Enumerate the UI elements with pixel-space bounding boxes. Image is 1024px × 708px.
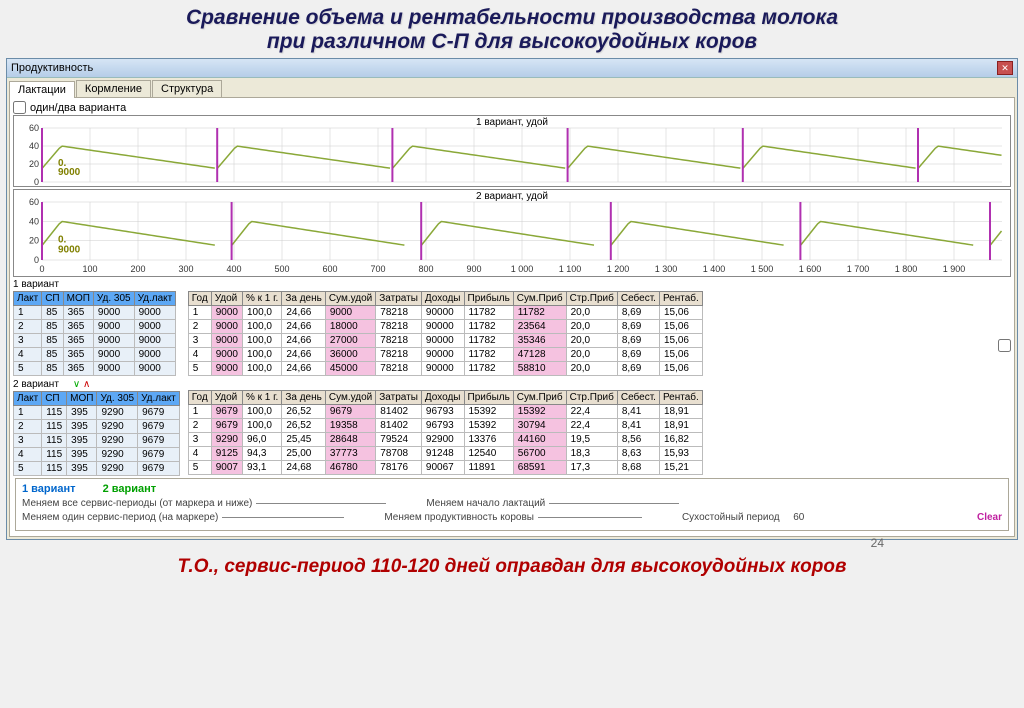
svg-text:1 800: 1 800 xyxy=(895,264,918,274)
chart-variant-2: 2 вариант, удой 020406001002003004005006… xyxy=(13,189,1011,277)
svg-text:1 900: 1 900 xyxy=(943,264,966,274)
window-title: Продуктивность xyxy=(11,62,93,74)
extra-checkbox[interactable] xyxy=(998,339,1011,352)
svg-text:200: 200 xyxy=(130,264,145,274)
variant1-label: 1 вариант xyxy=(13,279,180,290)
results-table-2: ГодУдой% к 1 г.За деньСум.удойЗатратыДох… xyxy=(188,390,703,475)
svg-text:20: 20 xyxy=(29,159,39,169)
svg-text:1 400: 1 400 xyxy=(703,264,726,274)
svg-text:600: 600 xyxy=(322,264,337,274)
svg-text:300: 300 xyxy=(178,264,193,274)
tab-feeding[interactable]: Кормление xyxy=(76,80,151,97)
chart2-title: 2 вариант, удой xyxy=(476,191,548,202)
variant2-table: ЛактСПМОПУд. 305Уд.лакт11153959290967921… xyxy=(13,391,180,476)
svg-text:900: 900 xyxy=(466,264,481,274)
one-two-variants-checkbox[interactable] xyxy=(13,101,26,114)
ctrl-productivity: Меняем продуктивность коровы xyxy=(384,512,534,523)
svg-text:0: 0 xyxy=(34,177,39,186)
dry-period-label: Сухостойный период xyxy=(682,512,780,523)
results-table-1: ГодУдой% к 1 г.За деньСум.удойЗатратыДох… xyxy=(188,291,703,376)
svg-text:1 700: 1 700 xyxy=(847,264,870,274)
chart-variant-1: 1 вариант, удой 02040600.9000 xyxy=(13,115,1011,187)
svg-text:0: 0 xyxy=(39,264,44,274)
arrow-up-icon[interactable]: ∧ xyxy=(83,379,90,390)
app-window: Продуктивность ✕ Лактации Кормление Стру… xyxy=(6,58,1018,540)
titlebar: Продуктивность ✕ xyxy=(7,59,1017,78)
tab-content: один/два варианта 1 вариант, удой 0 20 40 6… xyxy=(9,97,1015,537)
footer-v2-label: 2 вариант xyxy=(103,483,157,495)
variant1-table: ЛактСПМОПУд. 305Уд.лакт18536590009000285… xyxy=(13,291,176,376)
input-line[interactable] xyxy=(222,517,344,518)
clear-button[interactable]: Clear xyxy=(977,512,1002,523)
chart1-title: 1 вариант, удой xyxy=(476,117,548,128)
slide-title: Сравнение объема и рентабельности произв… xyxy=(0,0,1024,58)
svg-text:500: 500 xyxy=(274,264,289,274)
tables-area: 1 вариант ЛактСПМОПУд. 305Уд.лакт1853659… xyxy=(13,279,1011,476)
svg-text:1 600: 1 600 xyxy=(799,264,822,274)
svg-text:40: 40 xyxy=(29,216,39,226)
svg-text:9000: 9000 xyxy=(58,244,81,255)
conclusion-text: Т.О., сервис-период 110-120 дней оправда… xyxy=(0,550,1024,580)
tab-bar: Лактации Кормление Структура xyxy=(7,78,1017,97)
controls-group: 1 вариант 2 вариант Меняем все сервис-пе… xyxy=(15,478,1009,531)
arrow-down-icon[interactable]: ∨ xyxy=(73,379,80,390)
page-number: 24 xyxy=(0,536,1024,550)
ctrl-one-sp: Меняем один сервис-период (на маркере) xyxy=(22,512,218,523)
svg-text:1 500: 1 500 xyxy=(751,264,774,274)
tab-lactations[interactable]: Лактации xyxy=(9,81,75,98)
ctrl-start-lact: Меняем начало лактаций xyxy=(426,498,545,509)
input-line[interactable] xyxy=(256,503,386,504)
svg-text:40: 40 xyxy=(29,141,39,151)
svg-text:800: 800 xyxy=(418,264,433,274)
svg-text:60: 60 xyxy=(29,123,39,133)
close-icon[interactable]: ✕ xyxy=(997,61,1013,75)
svg-text:60: 60 xyxy=(29,197,39,207)
dry-period-value: 60 xyxy=(793,512,804,523)
svg-text:400: 400 xyxy=(226,264,241,274)
svg-text:1 200: 1 200 xyxy=(607,264,630,274)
ctrl-all-sp: Меняем все сервис-периоды (от маркера и … xyxy=(22,498,252,509)
tab-structure[interactable]: Структура xyxy=(152,80,222,97)
input-line[interactable] xyxy=(549,503,679,504)
svg-text:1 300: 1 300 xyxy=(655,264,678,274)
svg-text:700: 700 xyxy=(370,264,385,274)
input-line[interactable] xyxy=(538,517,642,518)
checkbox-label: один/два варианта xyxy=(30,102,126,114)
svg-text:1 100: 1 100 xyxy=(559,264,582,274)
svg-text:0: 0 xyxy=(34,255,39,265)
svg-text:9000: 9000 xyxy=(58,167,81,178)
svg-text:100: 100 xyxy=(82,264,97,274)
variant2-label: 2 вариант ∨ ∧ xyxy=(13,379,180,390)
footer-v1-label: 1 вариант xyxy=(22,483,76,495)
svg-text:1 000: 1 000 xyxy=(511,264,534,274)
svg-text:20: 20 xyxy=(29,236,39,246)
